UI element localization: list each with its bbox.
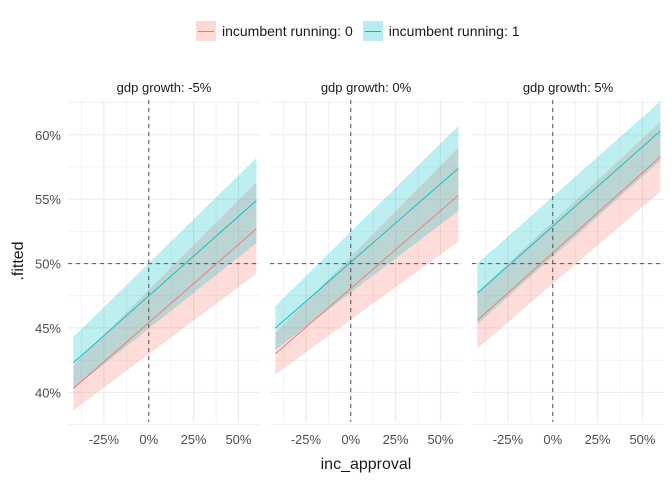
fitted-line-incumbent-0 [73,228,257,389]
legend-key-incumbent-0 [196,21,216,41]
fitted-line-incumbent-0 [275,194,459,355]
legend: incumbent running: 0 incumbent running: … [196,16,530,46]
x-tick-label: 25% [585,432,611,447]
x-tick-label: -25% [291,432,322,447]
facet-title: gdp growth: 0% [321,80,412,95]
x-tick-label: 0% [139,432,158,447]
x-tick-label: 50% [225,432,251,447]
confidence-band-incumbent-1 [477,101,661,325]
legend-item-incumbent-0: incumbent running: 0 [196,21,353,41]
y-tick-label: 45% [35,321,61,336]
x-tick-label: 25% [181,432,207,447]
confidence-band-incumbent-1 [275,125,459,350]
y-tick-label: 40% [35,385,61,400]
fitted-line-incumbent-1 [275,167,459,329]
confidence-band-incumbent-0 [477,121,661,349]
legend-label-incumbent-0: incumbent running: 0 [222,23,353,39]
x-tick-label: 0% [543,432,562,447]
confidence-band-incumbent-0 [275,147,459,375]
y-tick-label: 50% [35,257,61,272]
x-tick-label: 25% [383,432,409,447]
x-tick-label: 0% [341,432,360,447]
legend-key-incumbent-1 [362,21,383,41]
y-tick-label: 60% [35,128,61,143]
legend-label-incumbent-1: incumbent running: 1 [388,23,520,39]
x-tick-label: 50% [629,432,655,447]
x-axis-title: inc_approval [321,456,412,473]
y-tick-label: 55% [35,192,61,207]
x-tick-label: 50% [427,432,453,447]
legend-item-incumbent-1: incumbent running: 1 [362,21,520,41]
fitted-line-incumbent-1 [477,130,661,294]
fitted-line-incumbent-0 [477,156,661,321]
confidence-band-incumbent-1 [73,157,257,389]
confidence-band-incumbent-0 [73,182,257,411]
y-axis-title: .fitted [10,241,27,280]
facet-title: gdp growth: 5% [523,80,614,95]
x-tick-label: -25% [493,432,524,447]
fitted-line-incumbent-1 [73,200,257,364]
facet-title: gdp growth: -5% [117,80,212,95]
x-tick-label: -25% [89,432,120,447]
